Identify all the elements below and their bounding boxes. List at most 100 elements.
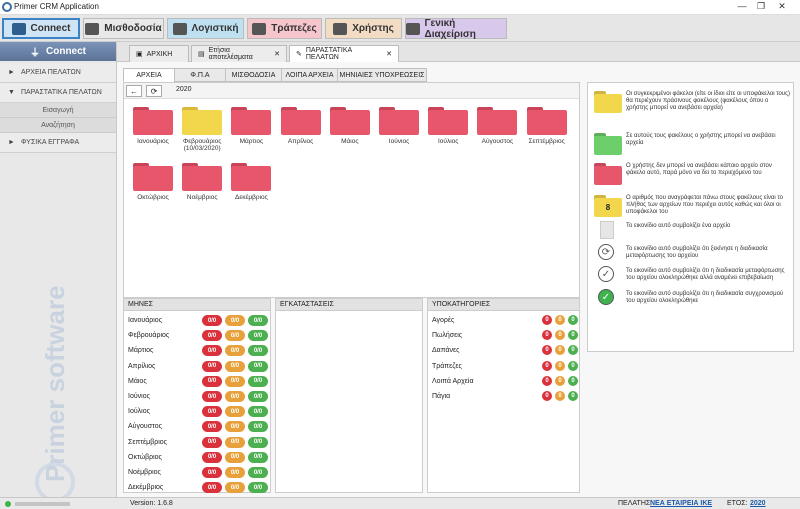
general-admin-button[interactable]: Γενική Διαχείριση — [405, 18, 507, 40]
customer-link[interactable]: ΝΕΑ ΕΤΑΙΡΕΙΑ ΙΚΕ — [650, 500, 713, 507]
orange-count-badge: 0/0 — [225, 315, 245, 326]
document-tabs: ▣ ΑΡΧΙΚΗ ▤ Ετήσια αποτελέσματα ✕ ✎ ΠΑΡΑΣΤΑΤΙ… — [117, 42, 800, 62]
months-grid: ΜΗΝΕΣ Ιανουάριος 0/0 0/0 0/0 Φεβρουάριος 0/0 0… — [123, 298, 271, 495]
green-count-badge: 0/0 — [248, 482, 268, 494]
sidebar-header: ⏚ Connect — [0, 42, 116, 61]
user-button[interactable]: Χρήστης — [325, 18, 402, 39]
tab-home[interactable]: ▣ ΑΡΧΙΚΗ — [129, 45, 189, 62]
month-row[interactable]: Ιανουάριος 0/0 0/0 0/0 — [124, 313, 270, 328]
numbered-folder-icon: 8 — [594, 195, 622, 217]
title-bar: Primer CRM Application — ❐ ✕ — [0, 0, 800, 15]
tab-other-files[interactable]: ΛΟΙΠΑ ΑΡΧΕΙΑ — [281, 68, 338, 82]
orange-count-badge: 0 — [555, 345, 565, 356]
folder-icon — [428, 107, 469, 135]
subcategory-row[interactable]: Αγορές 0 0 0 — [428, 313, 579, 328]
subcategory-row[interactable]: Λοιπά Αρχεία 0 0 0 — [428, 374, 579, 389]
folder-icon — [133, 163, 173, 191]
status-bar: Version: 1.6.8 ΠΕΛΑΤΗΣ: ΝΕΑ ΕΤΑΙΡΕΙΑ ΙΚΕ… — [0, 497, 800, 509]
banks-button[interactable]: Τράπεζες — [247, 18, 322, 39]
folder-item[interactable]: Νοέμβριος — [173, 163, 231, 201]
green-count-badge: 0/0 — [248, 467, 268, 478]
restore-icon[interactable]: ❐ — [756, 1, 766, 11]
tab-close-icon[interactable]: ✕ — [386, 51, 392, 58]
payroll-button[interactable]: Μισθοδοσία — [83, 18, 164, 39]
folder-icon — [526, 107, 567, 135]
month-row[interactable]: Ιούλιος 0/0 0/0 0/0 — [124, 404, 270, 419]
chevron-down-icon: ▼ — [8, 89, 15, 96]
version-text: Version: 1.6.8 — [130, 500, 173, 507]
subcategory-row[interactable]: Δαπάνες 0 0 0 — [428, 343, 579, 358]
sidebar-subitem-import[interactable]: Εισαγωγή — [0, 103, 116, 118]
folder-item[interactable]: Ιούνιος — [370, 107, 428, 145]
check-done-icon: ✓ — [598, 289, 614, 305]
folder-icon — [182, 107, 223, 135]
folder-label: Μάρτιος — [239, 138, 264, 145]
folder-item[interactable]: Ιούλιος — [419, 107, 477, 145]
tab-close-icon[interactable]: ✕ — [274, 51, 280, 58]
green-folder-icon — [594, 133, 622, 155]
month-row[interactable]: Σεπτέμβριος 0/0 0/0 0/0 — [124, 435, 270, 450]
year-link[interactable]: 2020 — [750, 500, 766, 507]
sidebar: ⏚ Connect ► ΑΡΧΕΙΑ ΠΕΛΑΤΩΝ ▼ ΠΑΡΑΣΤΑΤΙΚΑ ΠΕ… — [0, 42, 117, 502]
folder-item[interactable]: Απρίλιος — [272, 107, 330, 145]
folder-item[interactable]: Μάιος — [321, 107, 379, 145]
month-row[interactable]: Οκτώβριος 0/0 0/0 0/0 — [124, 450, 270, 465]
month-name: Σεπτέμβριος — [128, 438, 168, 446]
red-count-badge: 0/0 — [202, 345, 222, 357]
orange-count-badge: 0/0 — [225, 345, 245, 357]
file-icon — [600, 221, 614, 239]
tab-monthly-obligations[interactable]: ΜΗΝΙΑΙΕΣ ΥΠΟΧΡΕΩΣΕΙΣ — [337, 68, 427, 82]
folder-icon — [182, 163, 223, 191]
month-row[interactable]: Δεκέμβριος 0/0 0/0 0/0 — [124, 480, 270, 495]
month-row[interactable]: Μάιος 0/0 0/0 0/0 — [124, 374, 270, 389]
folder-browser: ← ⟳ 2020 Ιανουάριος Φεβρουάριος (10/03/20… — [123, 82, 580, 298]
tab-files[interactable]: ΑΡΧΕΙΑ — [123, 68, 175, 82]
folder-item[interactable]: Σεπτέμβριος — [518, 107, 576, 145]
chevron-right-icon: ► — [8, 69, 15, 76]
green-count-badge: 0/0 — [248, 360, 268, 372]
minimize-icon[interactable]: — — [737, 1, 747, 11]
subcategory-row[interactable]: Πάγια 0 0 0 — [428, 389, 579, 404]
folder-item[interactable]: Μάρτιος — [222, 107, 280, 145]
sidebar-item-customer-documents[interactable]: ▼ ΠΑΡΑΣΤΑΤΙΚΑ ΠΕΛΑΤΩΝ — [0, 83, 116, 103]
tab-payroll[interactable]: ΜΙΣΘΟΔΟΣΙΑ — [225, 68, 282, 82]
tab-customer-documents[interactable]: ✎ ΠΑΡΑΣΤΑΤΙΚΑ ΠΕΛΑΤΩΝ ✕ — [289, 45, 399, 62]
orange-count-badge: 0/0 — [225, 330, 245, 342]
subcategory-row[interactable]: Πωλήσεις 0 0 0 — [428, 328, 579, 343]
month-row[interactable]: Φεβρουάριος 0/0 0/0 0/0 — [124, 328, 270, 343]
accounting-button[interactable]: Λογιστική — [167, 18, 244, 39]
refresh-icon[interactable]: ⟳ — [146, 85, 162, 97]
orange-count-badge: 0/0 — [225, 391, 245, 402]
orange-count-badge: 0 — [555, 360, 565, 371]
month-row[interactable]: Αύγουστος 0/0 0/0 0/0 — [124, 419, 270, 434]
folder-item[interactable]: Ιανουάριος — [124, 107, 182, 145]
month-row[interactable]: Μάρτιος 0/0 0/0 0/0 — [124, 343, 270, 358]
red-count-badge: 0 — [542, 345, 552, 356]
back-arrow-icon[interactable]: ← — [126, 85, 142, 97]
sidebar-subitem-search[interactable]: Αναζήτηση — [0, 118, 116, 133]
folder-item[interactable]: Φεβρουάριος (10/03/2020) — [173, 107, 231, 152]
connect-button[interactable]: Connect — [2, 18, 80, 39]
year-label: ΕΤΟΣ: — [727, 500, 748, 507]
red-count-badge: 0/0 — [202, 421, 222, 433]
red-count-badge: 0/0 — [202, 482, 222, 494]
green-count-badge: 0/0 — [248, 315, 268, 326]
close-icon[interactable]: ✕ — [778, 1, 786, 11]
sidebar-item-physical-documents[interactable]: ► ΦΥΣΙΚΑ ΕΓΓΡΑΦΑ — [0, 133, 116, 153]
folder-item[interactable]: Αύγουστος — [468, 107, 526, 145]
month-row[interactable]: Απρίλιος 0/0 0/0 0/0 — [124, 359, 270, 374]
green-count-badge: 0/0 — [248, 330, 268, 342]
window-title: Primer CRM Application — [14, 2, 99, 11]
legend-text: Το εικονίδιο αυτό συμβολίζει ένα αρχείο — [626, 223, 731, 229]
month-row[interactable]: Νοέμβριος 0/0 0/0 0/0 — [124, 465, 270, 480]
folder-item[interactable]: Δεκέμβριος — [222, 163, 280, 201]
tab-vat[interactable]: Φ.Π.Α — [174, 68, 226, 82]
subcategory-row[interactable]: Τράπεζες 0 0 0 — [428, 359, 579, 374]
online-status-icon — [5, 501, 11, 507]
green-count-badge: 0/0 — [248, 436, 268, 448]
red-count-badge: 0/0 — [202, 436, 222, 448]
sidebar-item-customer-files[interactable]: ► ΑΡΧΕΙΑ ΠΕΛΑΤΩΝ — [0, 63, 116, 83]
tab-annual-results[interactable]: ▤ Ετήσια αποτελέσματα ✕ — [191, 45, 287, 62]
folder-item[interactable]: Οκτώβριος — [124, 163, 182, 201]
month-row[interactable]: Ιούνιος 0/0 0/0 0/0 — [124, 389, 270, 404]
